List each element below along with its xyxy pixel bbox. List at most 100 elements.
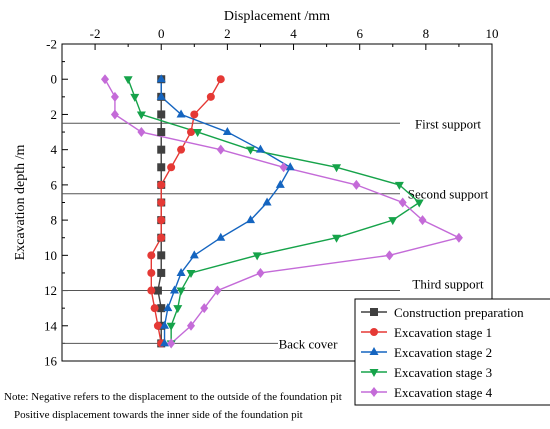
data-point — [137, 127, 146, 138]
data-point — [156, 91, 166, 100]
data-point — [157, 216, 166, 225]
legend-label: Excavation stage 4 — [394, 385, 493, 400]
data-point — [157, 268, 166, 277]
data-point — [110, 91, 119, 102]
data-point — [388, 217, 398, 226]
note-line-1: Note: Negative refers to the displacemen… — [4, 391, 342, 403]
y-tick-label: 6 — [51, 177, 58, 192]
data-point — [123, 76, 133, 85]
data-point — [394, 181, 404, 190]
series-line — [150, 78, 222, 344]
y-tick-label: 0 — [51, 72, 58, 87]
data-point — [187, 128, 195, 137]
legend-swatch-marker — [369, 369, 379, 377]
data-point — [187, 320, 195, 331]
data-point — [177, 145, 186, 154]
data-point — [216, 144, 225, 155]
legend-label: Construction preparation — [394, 305, 524, 320]
data-point — [173, 305, 183, 314]
data-point — [193, 129, 203, 138]
x-tick-label: -2 — [90, 26, 101, 41]
y-tick-label: 14 — [44, 318, 58, 333]
data-point — [176, 267, 186, 276]
data-point — [189, 250, 199, 259]
data-point — [160, 338, 170, 347]
data-point — [153, 286, 162, 295]
data-point — [216, 232, 226, 241]
data-point — [147, 251, 156, 260]
data-point — [147, 286, 156, 295]
support-label: First support — [415, 116, 481, 131]
y-tick-label: 12 — [44, 283, 57, 298]
data-point — [166, 322, 176, 331]
y-tick-label: -2 — [46, 37, 57, 52]
data-point — [157, 233, 166, 242]
data-point — [332, 164, 342, 173]
data-point — [222, 127, 232, 136]
data-point — [385, 250, 394, 261]
legend-label: Excavation stage 2 — [394, 345, 492, 360]
support-label: Back cover — [279, 336, 339, 351]
data-point — [157, 180, 166, 189]
data-point — [256, 267, 265, 278]
legend-swatch-marker — [370, 308, 378, 316]
data-point — [255, 144, 265, 153]
data-point — [246, 215, 256, 224]
support-label: Third support — [412, 277, 484, 292]
data-point — [454, 232, 463, 243]
x-tick-label: 4 — [290, 26, 297, 41]
x-tick-label: 6 — [356, 26, 363, 41]
x-tick-label: 0 — [158, 26, 165, 41]
data-point — [176, 109, 186, 118]
y-tick-label: 4 — [51, 142, 58, 157]
data-point — [190, 110, 199, 119]
data-point — [169, 285, 179, 294]
data-point — [160, 320, 170, 329]
data-point — [176, 287, 186, 296]
data-point — [163, 303, 173, 312]
data-point — [157, 251, 166, 260]
data-point — [252, 252, 262, 261]
support-label: Second support — [408, 187, 489, 202]
data-point — [275, 179, 285, 188]
y-tick-label: 8 — [51, 213, 58, 228]
series-line — [127, 78, 421, 344]
x-tick-label: 10 — [486, 26, 499, 41]
data-point — [200, 303, 209, 314]
data-point — [352, 179, 361, 190]
legend-swatch-marker — [370, 328, 378, 336]
series-line — [104, 78, 461, 344]
data-point — [157, 163, 166, 172]
data-point — [262, 197, 272, 206]
data-point — [101, 74, 109, 85]
data-point — [157, 304, 166, 313]
series-line — [160, 79, 292, 344]
y-tick-label: 2 — [51, 107, 58, 122]
data-point — [110, 109, 119, 120]
data-point — [157, 128, 166, 137]
legend-swatch-marker — [369, 347, 379, 355]
data-point — [279, 162, 288, 173]
data-point — [414, 199, 424, 208]
data-point — [213, 285, 222, 296]
data-point — [206, 92, 215, 101]
x-axis-label: Displacement /mm — [224, 9, 330, 24]
data-point — [147, 268, 156, 277]
data-point — [285, 162, 295, 171]
data-point — [130, 93, 140, 102]
legend-swatch-marker — [370, 387, 378, 397]
data-point — [153, 321, 162, 330]
data-point — [246, 146, 256, 155]
data-point — [150, 304, 159, 313]
y-tick-label: 16 — [44, 354, 58, 369]
x-tick-label: 8 — [423, 26, 430, 41]
data-point — [136, 111, 146, 120]
legend-label: Excavation stage 3 — [394, 365, 492, 380]
data-point — [167, 338, 176, 349]
data-point — [157, 198, 166, 207]
data-point — [157, 145, 166, 154]
note-line-2: Positive displacement towards the inner … — [14, 409, 303, 421]
data-point — [167, 163, 176, 172]
legend-label: Excavation stage 1 — [394, 325, 492, 340]
